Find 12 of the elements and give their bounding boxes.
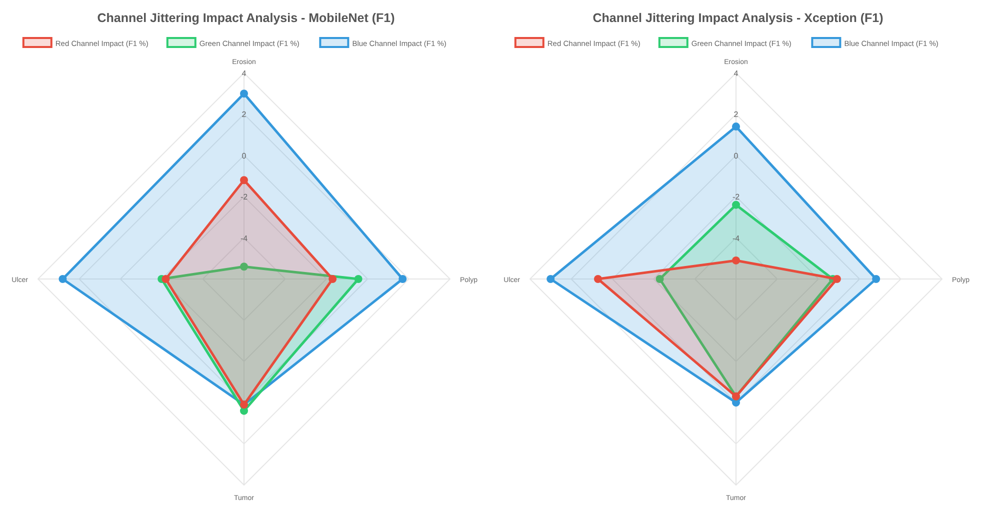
y-tick-label: 4 bbox=[734, 69, 739, 78]
y-tick-label: 4 bbox=[242, 69, 247, 78]
chart-title: Channel Jittering Impact Analysis - Xception (F1) bbox=[592, 11, 884, 25]
y-tick-label: -2 bbox=[732, 192, 740, 202]
y-tick-label: -4 bbox=[240, 234, 248, 243]
y-tick-label: 2 bbox=[242, 110, 247, 120]
y-tick-label: 0 bbox=[242, 151, 247, 160]
y-tick-label: 0 bbox=[734, 151, 739, 160]
y-tick-label: 2 bbox=[734, 110, 739, 120]
y-tick-label: -4 bbox=[732, 234, 740, 243]
chart-title: Channel Jittering Impact Analysis - MobileNet (F1) bbox=[97, 11, 395, 25]
y-tick-label: -2 bbox=[240, 192, 248, 202]
